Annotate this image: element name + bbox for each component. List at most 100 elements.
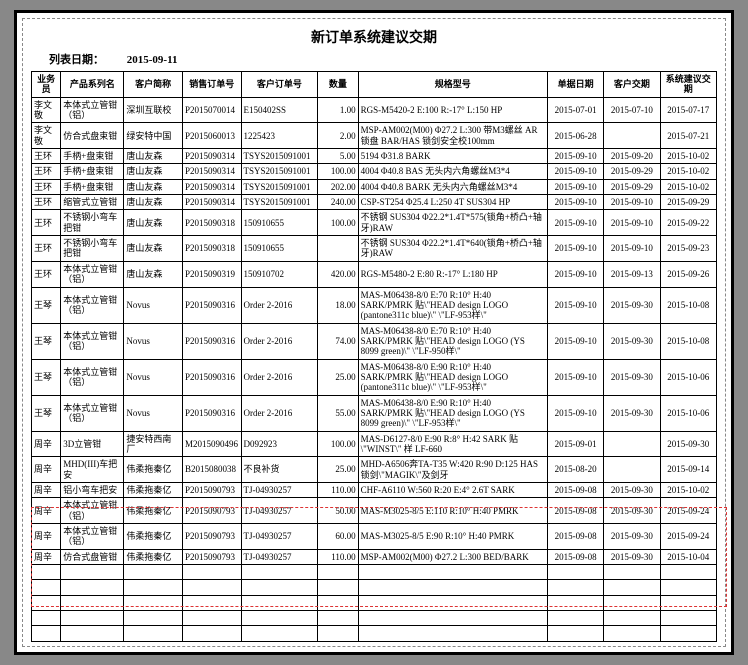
cell-empty	[358, 580, 547, 595]
cell-empty	[547, 565, 603, 580]
cell-empty	[318, 565, 359, 580]
cell: 2.00	[318, 123, 359, 149]
cell: P2015090316	[182, 287, 241, 323]
cell: 深圳互联校	[124, 97, 183, 123]
cell: 2015-09-23	[660, 236, 716, 262]
cell: 2015-09-22	[660, 210, 716, 236]
cell: 240.00	[318, 195, 359, 210]
cell: D092923	[241, 431, 318, 457]
cell: 2015-07-17	[660, 97, 716, 123]
date-label: 列表日期：	[49, 54, 104, 66]
cell: 唐山友森	[124, 236, 183, 262]
cell: 100.00	[318, 210, 359, 236]
cell: 李文敬	[32, 123, 61, 149]
table-row: 周辛3D立管钳捷安特西南厂M2015090496D092923100.00MAS…	[32, 431, 717, 457]
cell: P2015070014	[182, 97, 241, 123]
table-row: 周辛本体式立管钳（铝）伟柔拖秦亿P2015090793TJ-0493025760…	[32, 524, 717, 550]
table-row: 周辛仿合式盘管钳伟柔拖秦亿P2015090793TJ-04930257110.0…	[32, 549, 717, 564]
cell-empty	[604, 626, 660, 641]
cell-empty	[32, 611, 61, 626]
table-row-empty	[32, 580, 717, 595]
cell: 王琴	[32, 395, 61, 431]
print-area: 新订单系统建议交期 列表日期： 2015-09-11 业务员产品系列名客户简称销…	[22, 18, 726, 647]
cell-empty	[124, 565, 183, 580]
cell: 100.00	[318, 164, 359, 179]
cell-empty	[124, 595, 183, 610]
cell: 手柄+盘束钳	[61, 149, 124, 164]
table-row: 周辛MHD(III)车把安伟柔拖秦亿B2015080038不良补货25.00MH…	[32, 457, 717, 483]
cell-empty	[358, 595, 547, 610]
cell: 王琴	[32, 323, 61, 359]
cell-empty	[32, 595, 61, 610]
cell: 25.00	[318, 359, 359, 395]
cell: 2015-07-21	[660, 123, 716, 149]
cell: 不锈钢 SUS304 Φ22.2*1.4T*575(锁角+桥凸+轴牙)RAW	[358, 210, 547, 236]
cell: 2015-09-10	[547, 236, 603, 262]
cell: 1225423	[241, 123, 318, 149]
cell-empty	[660, 626, 716, 641]
table-row-empty	[32, 611, 717, 626]
cell: 王琴	[32, 359, 61, 395]
cell: 唐山友森	[124, 149, 183, 164]
cell-empty	[182, 565, 241, 580]
cell: P2015090318	[182, 210, 241, 236]
cell-empty	[241, 626, 318, 641]
cell: 2015-09-10	[547, 359, 603, 395]
cell: 2015-09-24	[660, 524, 716, 550]
cell: 2015-09-24	[660, 498, 716, 524]
cell: 不锈钢小弯车把钳	[61, 210, 124, 236]
cell: 唐山友森	[124, 210, 183, 236]
cell: 2015-09-10	[604, 210, 660, 236]
cell: 2015-09-10	[604, 195, 660, 210]
cell-empty	[547, 580, 603, 595]
cell: TJ-04930257	[241, 549, 318, 564]
col-header: 单据日期	[547, 72, 603, 98]
cell: 2015-09-30	[604, 498, 660, 524]
col-header: 客户订单号	[241, 72, 318, 98]
cell-empty	[604, 595, 660, 610]
cell-empty	[547, 595, 603, 610]
cell: 2015-09-10	[547, 195, 603, 210]
col-header: 客户交期	[604, 72, 660, 98]
cell-empty	[61, 611, 124, 626]
cell-empty	[318, 580, 359, 595]
date-line: 列表日期： 2015-09-11	[31, 51, 717, 67]
cell: 74.00	[318, 323, 359, 359]
col-header: 销售订单号	[182, 72, 241, 98]
cell: 2015-09-14	[660, 457, 716, 483]
cell: 2015-09-30	[604, 549, 660, 564]
cell: P2015090314	[182, 149, 241, 164]
cell: MSP-AM002(M00) Φ27.2 L:300 BED/BARK	[358, 549, 547, 564]
cell: P2015090793	[182, 549, 241, 564]
cell: P2015090316	[182, 359, 241, 395]
cell: 王环	[32, 179, 61, 194]
cell: 周辛	[32, 483, 61, 498]
cell: P2015090318	[182, 236, 241, 262]
cell: 仿合式盘管钳	[61, 549, 124, 564]
cell: 2015-09-10	[547, 179, 603, 194]
table-row-empty	[32, 565, 717, 580]
cell: 100.00	[318, 431, 359, 457]
cell: RGS-M5420-2 E:100 R:-17° L:150 HP	[358, 97, 547, 123]
cell: 2015-09-30	[660, 431, 716, 457]
cell-empty	[32, 626, 61, 641]
cell: 2015-10-08	[660, 287, 716, 323]
cell: 60.00	[318, 524, 359, 550]
cell: 50.00	[318, 498, 359, 524]
cell: TSYS2015091001	[241, 149, 318, 164]
cell: 2015-09-30	[604, 323, 660, 359]
col-header: 数量	[318, 72, 359, 98]
cell-empty	[547, 611, 603, 626]
cell: 2015-08-20	[547, 457, 603, 483]
table-row: 周辛本体式立管钳（铝）伟柔拖秦亿P2015090793TJ-0493025750…	[32, 498, 717, 524]
page: 新订单系统建议交期 列表日期： 2015-09-11 业务员产品系列名客户简称销…	[14, 10, 734, 655]
cell: MAS-D6127-8/0 E:90 R:8° H:42 SARK 贴\"WIN…	[358, 431, 547, 457]
table-row: 李文敬本体式立管钳（铝）深圳互联校P2015070014E150402SS1.0…	[32, 97, 717, 123]
cell: 王环	[32, 210, 61, 236]
cell: MAS-M06438-8/0 E:70 R:10° H:40 SARK/PMRK…	[358, 323, 547, 359]
cell: 王环	[32, 164, 61, 179]
cell: MAS-M3025-8/5 E:90 R:10° H:40 PMRK	[358, 524, 547, 550]
cell: 王环	[32, 149, 61, 164]
table-row-empty	[32, 595, 717, 610]
cell-empty	[32, 565, 61, 580]
